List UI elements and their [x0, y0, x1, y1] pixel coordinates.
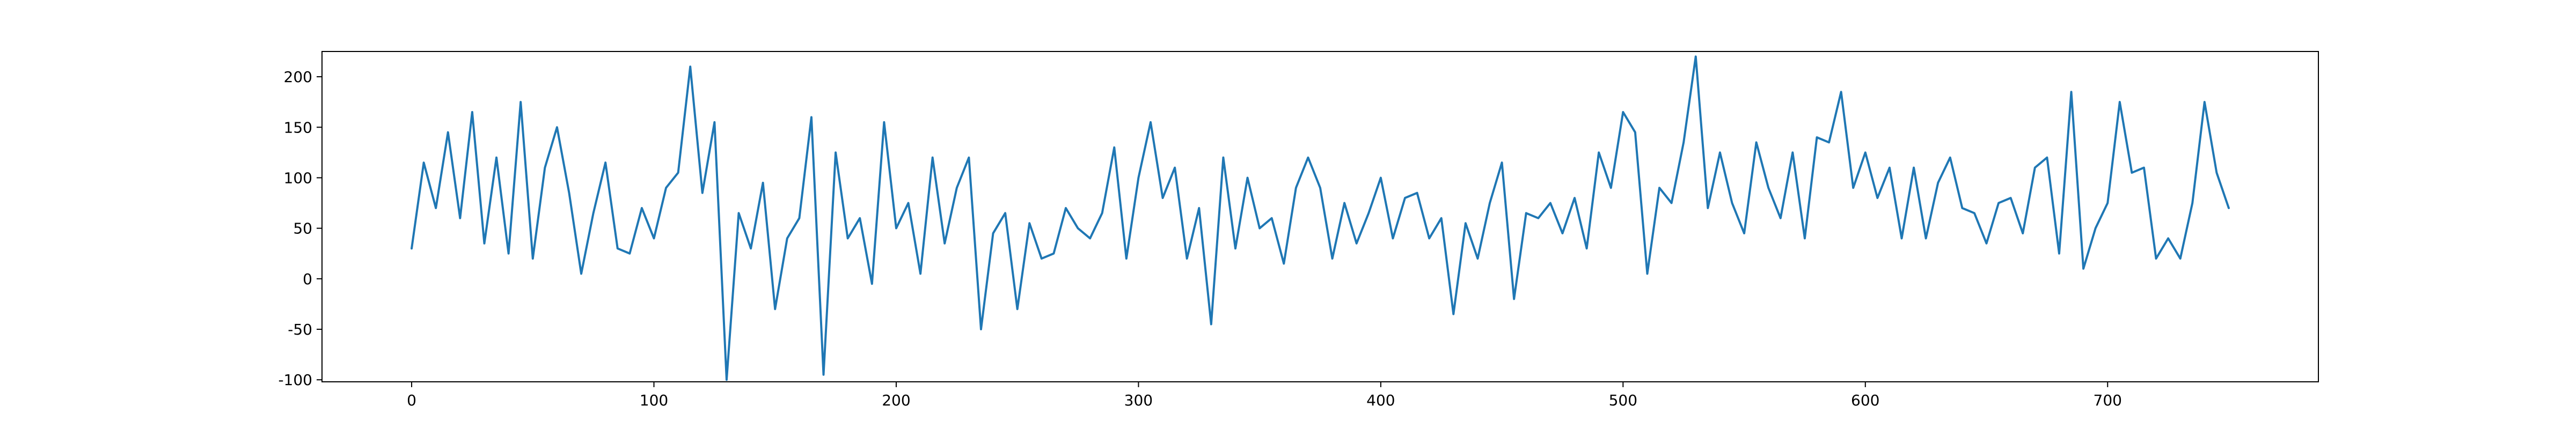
y-tick-label: 100	[284, 169, 312, 187]
plot-frame	[321, 51, 2319, 382]
x-axis: 0 100 200 300 400 500 600 700	[407, 382, 2122, 409]
y-tick-label: 0	[303, 270, 312, 288]
x-tick-label: 500	[1609, 391, 1637, 409]
series-line-0	[411, 55, 2230, 381]
x-tick-label: 400	[1366, 391, 1395, 409]
y-tick-label: -50	[288, 321, 312, 338]
x-tick-label: 300	[1124, 391, 1153, 409]
y-tick-label: 50	[293, 220, 312, 238]
x-tick-label: 700	[2094, 391, 2122, 409]
plot-background	[322, 51, 2318, 382]
x-tick-label: 0	[407, 391, 416, 409]
series-layer	[411, 55, 2230, 381]
y-tick-label: -100	[278, 371, 312, 389]
y-tick-label: 150	[284, 119, 312, 136]
y-axis: -100 -50 0 50 100 150 200	[278, 68, 322, 389]
y-tick-label: 200	[284, 68, 312, 86]
x-tick-label: 600	[1851, 391, 1879, 409]
x-tick-label: 200	[882, 391, 910, 409]
x-tick-label: 100	[640, 391, 668, 409]
